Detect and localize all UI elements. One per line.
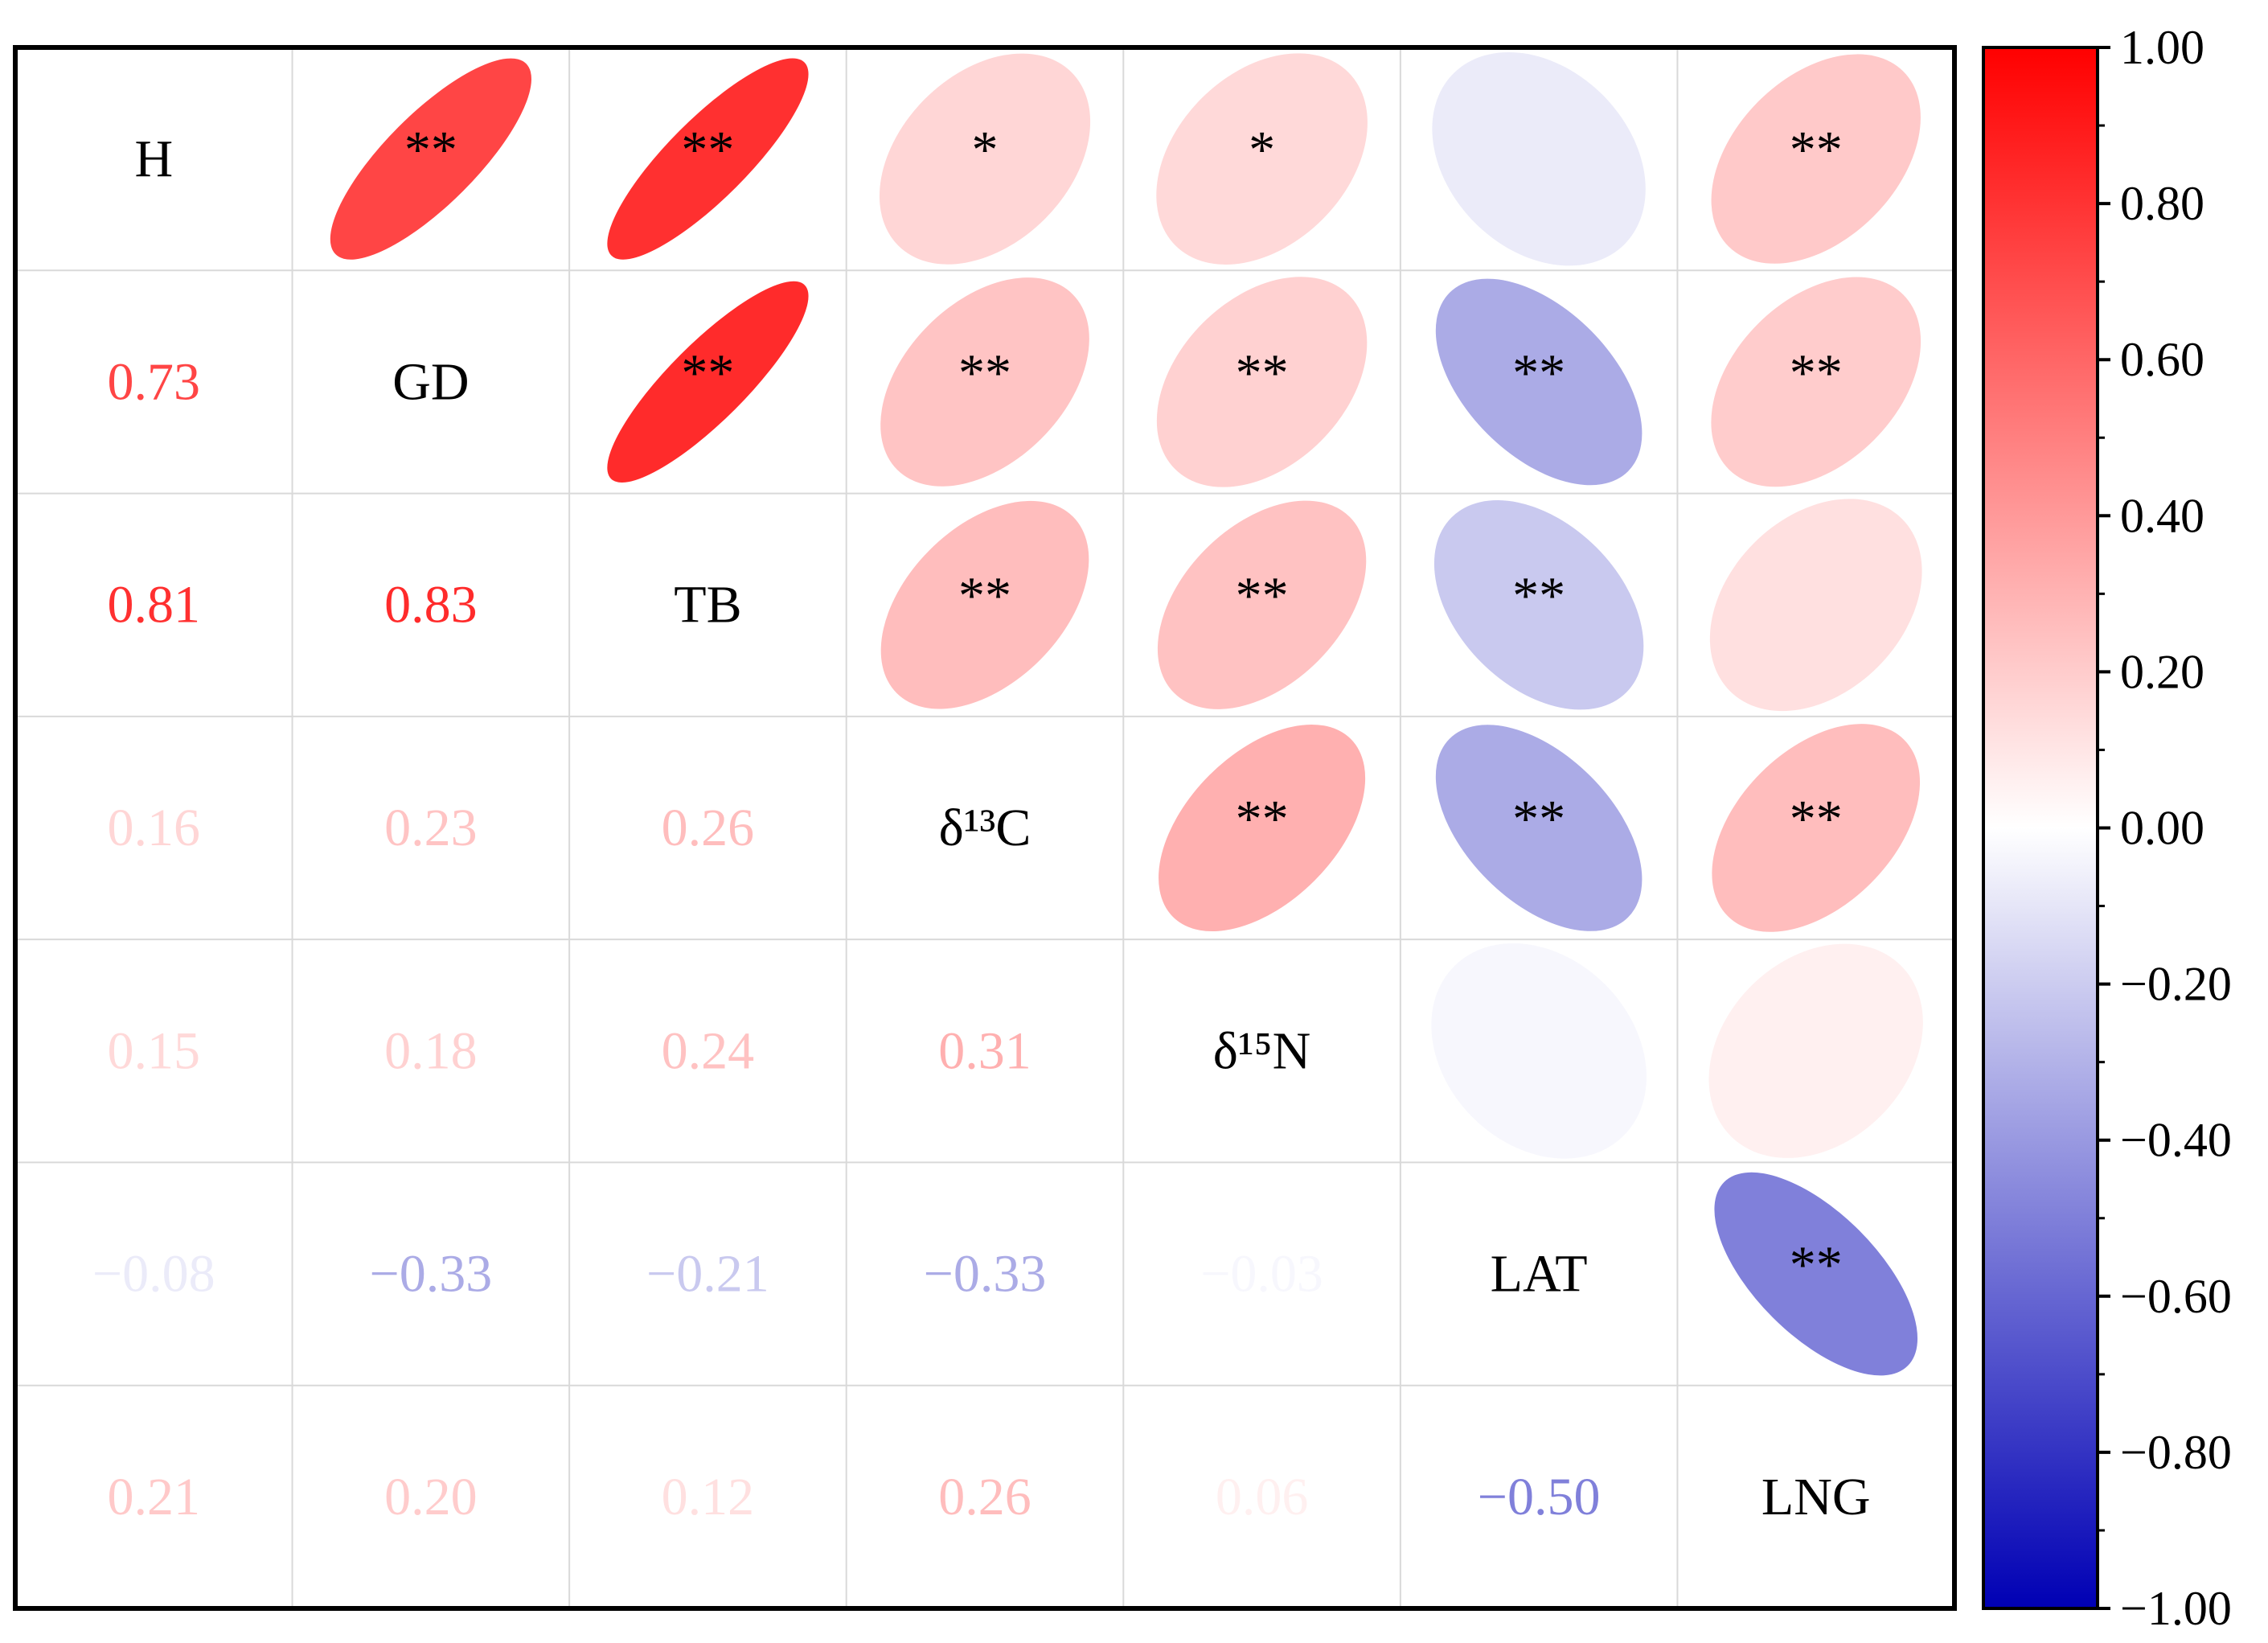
correlation-value: −0.50 <box>1478 1468 1601 1526</box>
correlation-ellipse <box>879 53 1091 265</box>
correlation-value: 0.16 <box>108 799 201 857</box>
significance-mark: * <box>972 121 999 179</box>
correlation-ellipse <box>1712 724 1921 932</box>
correlation-ellipse <box>1711 277 1921 487</box>
correlation-ellipse <box>1157 500 1367 709</box>
colorbar-tick-label: −0.40 <box>2120 1114 2232 1167</box>
correlation-value: 0.15 <box>108 1021 201 1080</box>
colorbar-tick-label: 0.60 <box>2120 333 2204 386</box>
correlation-ellipse <box>1156 277 1368 487</box>
significance-mark: ** <box>1790 1235 1843 1294</box>
correlation-value: −0.33 <box>369 1245 492 1304</box>
matrix-cells: H ** ** * * **0.73 GD ** ** ** ** **0.81 0.83 TB ** ** *… <box>92 51 1923 1526</box>
correlation-ellipse <box>1433 500 1644 710</box>
colorbar-gradient <box>1982 46 2099 1610</box>
correlation-value: 0.21 <box>108 1468 201 1526</box>
matrix-frame <box>13 45 1957 1611</box>
matrix-grid <box>15 47 1954 1608</box>
correlation-value: −0.21 <box>646 1245 769 1304</box>
correlation-ellipse <box>607 58 809 260</box>
correlation-value: 0.26 <box>938 1468 1031 1526</box>
significance-mark: ** <box>1236 567 1289 626</box>
colorbar-tick-label: 1.00 <box>2120 21 2204 74</box>
correlation-value: 0.20 <box>384 1468 478 1526</box>
colorbar-tick-label: 0.40 <box>2120 489 2204 542</box>
significance-mark: ** <box>1236 343 1289 402</box>
correlation-value: 0.26 <box>662 799 755 857</box>
variable-label: H <box>134 129 173 188</box>
correlation-value: −0.33 <box>924 1245 1047 1304</box>
correlation-ellipse <box>1435 278 1643 486</box>
correlation-value: 0.23 <box>384 799 478 857</box>
colorbar: 1.00 0.80 0.60 0.40 0.20 0.00 −0.20 −0.40 −0.60 −… <box>1982 21 2232 1635</box>
colorbar-tick-label: −0.60 <box>2120 1270 2232 1323</box>
significance-mark: ** <box>1512 343 1565 402</box>
correlation-ellipse <box>1432 51 1646 266</box>
correlation-ellipse <box>1708 943 1923 1158</box>
significance-mark: * <box>1249 121 1275 179</box>
correlation-ellipse <box>880 500 1089 709</box>
correlation-value: −0.03 <box>1200 1245 1323 1304</box>
significance-mark: ** <box>958 343 1011 402</box>
colorbar-tick-label: −1.00 <box>2120 1582 2232 1635</box>
significance-mark: ** <box>404 121 457 179</box>
variable-label: LNG <box>1761 1468 1871 1526</box>
correlation-value: 0.83 <box>384 576 478 635</box>
significance-mark: ** <box>681 343 734 402</box>
correlation-value: 0.06 <box>1216 1468 1309 1526</box>
variable-label: GD <box>392 352 469 411</box>
correlation-value: 0.81 <box>108 576 201 635</box>
variable-label: δ¹⁵N <box>1213 1021 1311 1080</box>
significance-mark: ** <box>1512 790 1565 848</box>
colorbar-tick-label: 0.20 <box>2120 645 2204 698</box>
significance-mark: ** <box>681 121 734 179</box>
significance-mark: ** <box>1790 343 1843 402</box>
correlation-ellipse <box>330 58 531 260</box>
correlation-value: 0.73 <box>108 352 201 411</box>
correlation-ellipse <box>1714 1172 1918 1376</box>
variable-label: δ¹³C <box>939 799 1031 857</box>
correlation-ellipse <box>880 277 1089 487</box>
significance-mark: ** <box>1790 121 1843 179</box>
correlation-ellipse <box>1431 943 1647 1159</box>
correlation-value: 0.18 <box>384 1021 478 1080</box>
correlation-ellipse <box>1435 725 1643 931</box>
correlation-ellipse <box>1156 53 1368 265</box>
colorbar-tick-label: −0.20 <box>2120 958 2232 1011</box>
correlation-ellipse <box>1711 54 1921 264</box>
correlation-ellipse <box>607 281 809 483</box>
significance-mark: ** <box>958 567 1011 626</box>
significance-mark: ** <box>1512 567 1565 626</box>
colorbar-tick-label: 0.00 <box>2120 802 2204 855</box>
variable-label: LAT <box>1491 1245 1588 1304</box>
significance-mark: ** <box>1236 790 1289 848</box>
correlation-value: 0.31 <box>938 1021 1031 1080</box>
correlation-ellipse <box>1709 499 1922 712</box>
correlation-value: 0.24 <box>662 1021 755 1080</box>
correlation-value: −0.08 <box>92 1245 215 1304</box>
correlation-ellipse <box>1159 724 1366 932</box>
colorbar-tick-label: 0.80 <box>2120 177 2204 230</box>
variable-label: TB <box>674 576 741 635</box>
significance-mark: ** <box>1790 790 1843 848</box>
colorbar-tick-label: −0.80 <box>2120 1426 2232 1479</box>
correlation-value: 0.12 <box>662 1468 755 1526</box>
